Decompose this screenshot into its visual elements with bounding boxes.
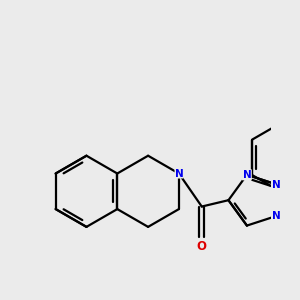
- Text: N: N: [242, 170, 251, 180]
- Text: N: N: [272, 179, 281, 190]
- Text: N: N: [272, 211, 281, 221]
- Text: O: O: [197, 240, 207, 253]
- Text: N: N: [175, 169, 183, 178]
